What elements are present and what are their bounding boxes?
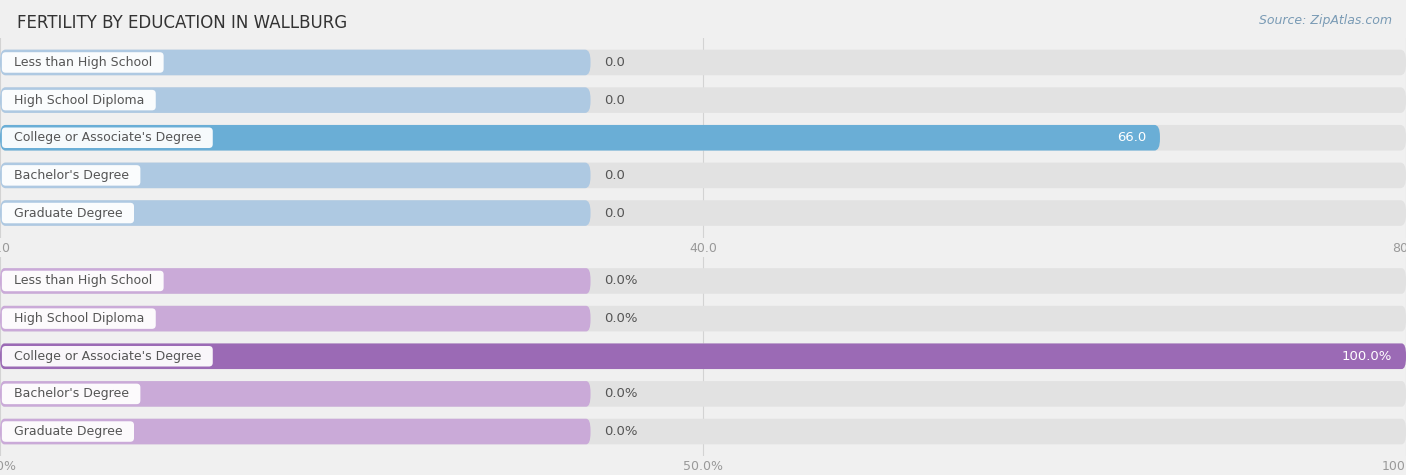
FancyBboxPatch shape xyxy=(0,343,1406,369)
FancyBboxPatch shape xyxy=(0,419,1406,444)
Text: College or Associate's Degree: College or Associate's Degree xyxy=(6,131,209,144)
FancyBboxPatch shape xyxy=(0,162,591,188)
Text: Bachelor's Degree: Bachelor's Degree xyxy=(6,169,136,182)
Text: 0.0: 0.0 xyxy=(605,56,626,69)
Text: 0.0%: 0.0% xyxy=(605,275,638,287)
FancyBboxPatch shape xyxy=(0,125,1406,151)
FancyBboxPatch shape xyxy=(0,50,1406,75)
FancyBboxPatch shape xyxy=(0,87,591,113)
FancyBboxPatch shape xyxy=(0,50,591,75)
FancyBboxPatch shape xyxy=(0,200,591,226)
Text: Graduate Degree: Graduate Degree xyxy=(6,207,131,219)
FancyBboxPatch shape xyxy=(0,268,1406,294)
Text: Source: ZipAtlas.com: Source: ZipAtlas.com xyxy=(1258,14,1392,27)
FancyBboxPatch shape xyxy=(0,381,1406,407)
FancyBboxPatch shape xyxy=(0,306,1406,332)
Text: 0.0: 0.0 xyxy=(605,94,626,106)
Text: 66.0: 66.0 xyxy=(1116,131,1146,144)
FancyBboxPatch shape xyxy=(0,343,1406,369)
FancyBboxPatch shape xyxy=(0,306,591,332)
Text: 0.0%: 0.0% xyxy=(605,312,638,325)
FancyBboxPatch shape xyxy=(0,87,1406,113)
Text: College or Associate's Degree: College or Associate's Degree xyxy=(6,350,209,363)
Text: 0.0%: 0.0% xyxy=(605,425,638,438)
FancyBboxPatch shape xyxy=(0,381,591,407)
FancyBboxPatch shape xyxy=(0,162,1406,188)
Text: High School Diploma: High School Diploma xyxy=(6,94,152,106)
Text: Less than High School: Less than High School xyxy=(6,275,160,287)
Text: 0.0%: 0.0% xyxy=(605,388,638,400)
Text: 100.0%: 100.0% xyxy=(1341,350,1392,363)
FancyBboxPatch shape xyxy=(0,200,1406,226)
Text: High School Diploma: High School Diploma xyxy=(6,312,152,325)
FancyBboxPatch shape xyxy=(0,419,591,444)
Text: 0.0: 0.0 xyxy=(605,207,626,219)
Text: Less than High School: Less than High School xyxy=(6,56,160,69)
Text: FERTILITY BY EDUCATION IN WALLBURG: FERTILITY BY EDUCATION IN WALLBURG xyxy=(17,14,347,32)
Text: Graduate Degree: Graduate Degree xyxy=(6,425,131,438)
Text: Bachelor's Degree: Bachelor's Degree xyxy=(6,388,136,400)
Text: 0.0: 0.0 xyxy=(605,169,626,182)
FancyBboxPatch shape xyxy=(0,268,591,294)
FancyBboxPatch shape xyxy=(0,125,1160,151)
